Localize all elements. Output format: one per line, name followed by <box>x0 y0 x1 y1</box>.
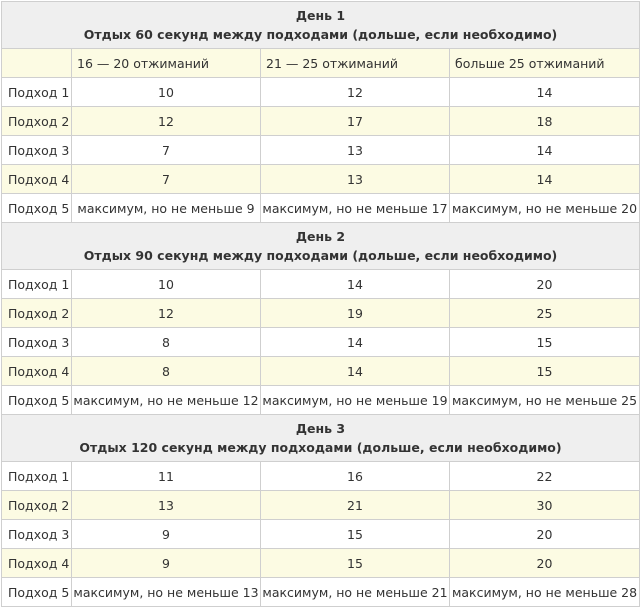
set-value: 15 <box>260 548 450 578</box>
column-header: больше 25 отжиманий <box>448 48 640 78</box>
set-value: 14 <box>448 164 640 194</box>
set-label: Подход 3 <box>1 519 72 549</box>
column-header: 16 — 20 отжиманий <box>71 48 261 78</box>
set-value: 25 <box>448 298 640 328</box>
set-value: 7 <box>71 164 261 194</box>
set-value: 16 <box>260 461 450 491</box>
set-value: максимум, но не меньше 28 <box>448 577 640 607</box>
set-value: 12 <box>71 106 261 136</box>
set-value: 21 <box>260 490 450 520</box>
table-row: Подход 1 11 16 22 <box>1 461 640 491</box>
set-value: 30 <box>448 490 640 520</box>
set-value: максимум, но не меньше 21 <box>260 577 450 607</box>
set-value: 17 <box>260 106 450 136</box>
set-value: 15 <box>448 327 640 357</box>
table-row: Подход 4 7 13 14 <box>1 164 640 194</box>
set-value: максимум, но не меньше 17 <box>260 193 450 223</box>
table-row: Подход 5 максимум, но не меньше 13 макси… <box>1 577 640 607</box>
set-label: Подход 2 <box>1 298 72 328</box>
column-header-empty <box>1 48 72 78</box>
set-value: 8 <box>71 356 261 386</box>
set-value: 9 <box>71 548 261 578</box>
table-row: Подход 3 8 14 15 <box>1 327 640 357</box>
table-row: Подход 1 10 14 20 <box>1 269 640 299</box>
set-value: 14 <box>260 356 450 386</box>
set-value: 10 <box>71 77 261 107</box>
day-title: День 2 <box>295 229 346 244</box>
day-header: День 3 Отдых 120 секунд между подходами … <box>0 414 640 462</box>
set-label: Подход 4 <box>1 164 72 194</box>
column-header: 21 — 25 отжиманий <box>260 48 450 78</box>
set-value: 7 <box>71 135 261 165</box>
set-value: 15 <box>260 519 450 549</box>
set-label: Подход 5 <box>1 577 72 607</box>
set-value: 14 <box>260 327 450 357</box>
column-header-row: 16 — 20 отжиманий 21 — 25 отжиманий боль… <box>1 48 640 78</box>
set-value: 12 <box>71 298 261 328</box>
set-value: максимум, но не меньше 9 <box>71 193 261 223</box>
table-row: Подход 4 8 14 15 <box>1 356 640 386</box>
set-value: 14 <box>448 77 640 107</box>
rest-note: Отдых 90 секунд между подходами (дольше,… <box>83 248 558 263</box>
set-value: максимум, но не меньше 20 <box>448 193 640 223</box>
table-row: Подход 2 13 21 30 <box>1 490 640 520</box>
set-label: Подход 1 <box>1 269 72 299</box>
set-value: 13 <box>260 164 450 194</box>
set-value: 9 <box>71 519 261 549</box>
set-label: Подход 2 <box>1 106 72 136</box>
set-value: 8 <box>71 327 261 357</box>
set-label: Подход 3 <box>1 135 72 165</box>
day-header: День 2 Отдых 90 секунд между подходами (… <box>0 222 640 270</box>
table-row: Подход 1 10 12 14 <box>1 77 640 107</box>
set-label: Подход 5 <box>1 385 72 415</box>
set-value: 11 <box>71 461 261 491</box>
set-value: 14 <box>448 135 640 165</box>
set-label: Подход 4 <box>1 548 72 578</box>
set-label: Подход 3 <box>1 327 72 357</box>
set-value: 15 <box>448 356 640 386</box>
set-value: 13 <box>260 135 450 165</box>
set-label: Подход 4 <box>1 356 72 386</box>
table-row: Подход 3 9 15 20 <box>1 519 640 549</box>
set-value: максимум, но не меньше 12 <box>71 385 261 415</box>
table-row: Подход 2 12 19 25 <box>1 298 640 328</box>
set-value: 20 <box>448 548 640 578</box>
rest-note: Отдых 120 секунд между подходами (дольше… <box>79 440 562 455</box>
day-header-cell: День 3 Отдых 120 секунд между подходами … <box>0 414 640 462</box>
table-row: Подход 4 9 15 20 <box>1 548 640 578</box>
day-header-cell: День 1 Отдых 60 секунд между подходами (… <box>0 1 640 49</box>
set-value: 20 <box>448 519 640 549</box>
set-value: максимум, но не меньше 13 <box>71 577 261 607</box>
set-value: 12 <box>260 77 450 107</box>
set-value: 10 <box>71 269 261 299</box>
set-label: Подход 5 <box>1 193 72 223</box>
rest-note: Отдых 60 секунд между подходами (дольше,… <box>83 27 558 42</box>
set-value: 20 <box>448 269 640 299</box>
table-row: Подход 5 максимум, но не меньше 12 макси… <box>1 385 640 415</box>
table-row: Подход 5 максимум, но не меньше 9 максим… <box>1 193 640 223</box>
set-value: максимум, но не меньше 25 <box>448 385 640 415</box>
set-value: 18 <box>448 106 640 136</box>
set-value: 22 <box>448 461 640 491</box>
day-title: День 3 <box>295 421 346 436</box>
set-value: 13 <box>71 490 261 520</box>
day-header: День 1 Отдых 60 секунд между подходами (… <box>0 1 640 49</box>
set-value: максимум, но не меньше 19 <box>260 385 450 415</box>
set-value: 19 <box>260 298 450 328</box>
day-header-cell: День 2 Отдых 90 секунд между подходами (… <box>0 222 640 270</box>
set-value: 14 <box>260 269 450 299</box>
set-label: Подход 1 <box>1 77 72 107</box>
set-label: Подход 1 <box>1 461 72 491</box>
table-row: Подход 2 12 17 18 <box>1 106 640 136</box>
table-row: Подход 3 7 13 14 <box>1 135 640 165</box>
set-label: Подход 2 <box>1 490 72 520</box>
day-title: День 1 <box>295 8 346 23</box>
